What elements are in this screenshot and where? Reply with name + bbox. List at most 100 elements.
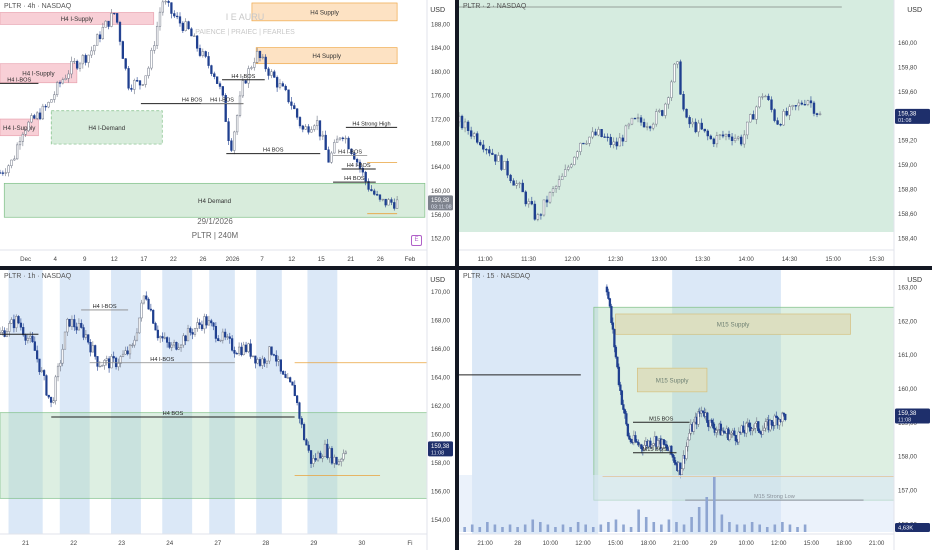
candle-body: [8, 323, 11, 332]
x-tick-label: 12:00: [771, 540, 787, 547]
candle-body: [70, 60, 73, 75]
volume-bar: [614, 519, 618, 532]
volume-bar: [728, 522, 731, 532]
candle-body: [58, 82, 62, 84]
candle-body: [47, 102, 50, 108]
candle-body: [570, 164, 573, 168]
candle-body: [36, 350, 39, 360]
candle-body: [803, 104, 807, 106]
candle-body: [178, 16, 182, 24]
candle-body: [193, 328, 197, 335]
candle-body: [742, 134, 746, 145]
candle-body: [21, 134, 25, 142]
candle-body: [181, 22, 184, 31]
candle-body: [218, 83, 222, 87]
candle-body: [709, 419, 712, 428]
chart-2m-svg[interactable]: 160,00159,80159,60159,40159,20159,00158,…: [459, 0, 932, 266]
candle-body: [609, 136, 612, 145]
candle-body: [195, 35, 199, 49]
zone-label: M15 Supply: [656, 378, 690, 385]
volume-bar: [652, 522, 656, 532]
volume-bar: [713, 477, 716, 532]
candle-body: [295, 108, 299, 118]
price-axis: [894, 0, 932, 266]
x-tick-label: 13:30: [695, 256, 711, 263]
candle-body: [509, 174, 512, 181]
x-tick-label: 26: [200, 256, 207, 263]
candle-body: [737, 431, 740, 443]
volume-bar: [561, 524, 565, 532]
volume-bar: [569, 527, 572, 532]
candle-body: [153, 45, 156, 51]
candle-body: [156, 329, 159, 339]
candle-body: [168, 342, 171, 348]
y-tick-label: 164,00: [431, 375, 450, 382]
candle-body: [15, 144, 19, 160]
candle-body: [298, 402, 301, 419]
volume-bar: [622, 524, 625, 532]
candle-body: [782, 412, 785, 415]
pane-4h[interactable]: H4 Supply H4 I-Supply H4 Supply H4 I-Supply…: [0, 0, 455, 266]
chart-4h-svg[interactable]: H4 Supply H4 I-Supply H4 Supply H4 I-Supply…: [0, 0, 455, 266]
candle-body: [809, 100, 813, 104]
candle-body: [204, 51, 207, 57]
candle-body: [233, 131, 236, 151]
candle-body: [54, 376, 57, 402]
e-badge[interactable]: E: [411, 235, 422, 246]
volume-bar: [667, 519, 671, 532]
candle-body: [691, 121, 694, 125]
candle-body: [642, 122, 646, 128]
candle-body: [752, 428, 755, 430]
zone-supply_orange: [637, 367, 708, 393]
structure-label: H4 I-BOS: [93, 304, 117, 310]
candle-body: [661, 110, 664, 116]
candle-body: [733, 138, 737, 141]
candle-body: [64, 78, 67, 80]
candle-body: [265, 360, 269, 364]
candle-body: [24, 130, 27, 135]
x-tick-label: 12:30: [608, 256, 624, 263]
candle-body: [375, 194, 379, 196]
candle-body: [716, 429, 719, 431]
candle-body: [671, 454, 674, 458]
pane-1h[interactable]: H4 I-BOS H4 I-BOS H4 BOS 170,00 168,00 166,00…: [0, 270, 455, 550]
zone-label: H4 Supply: [310, 9, 339, 16]
candle-body: [613, 329, 616, 348]
candle-body: [784, 413, 787, 421]
candle-body: [127, 68, 130, 89]
candle-body: [721, 134, 725, 137]
zone-demand_band: [593, 306, 895, 501]
candle-body: [488, 149, 491, 154]
candle-body: [656, 440, 660, 448]
candle-body: [761, 96, 764, 98]
candle-body: [144, 75, 147, 85]
candle-body: [775, 415, 778, 418]
candle-body: [463, 121, 467, 129]
candle-body: [390, 199, 393, 203]
candle-body: [682, 455, 685, 469]
candle-body: [688, 117, 691, 125]
candle-body: [244, 80, 247, 84]
candle-body: [284, 374, 287, 378]
chart-1h-svg[interactable]: H4 I-BOS H4 I-BOS H4 BOS 170,00 168,00 166,00…: [0, 270, 455, 550]
volume-bar: [750, 522, 754, 532]
candle-body: [177, 347, 180, 350]
volume-bar: [486, 522, 489, 532]
candle-body: [41, 105, 45, 120]
candle-body: [761, 430, 764, 435]
candle-body: [648, 126, 652, 129]
pane-2m[interactable]: 160,00159,80159,60159,40159,20159,00158,…: [459, 0, 932, 266]
y-tick-label: 159,00: [898, 162, 917, 169]
candle-body: [217, 338, 220, 341]
y-tick-label: 158,00: [898, 454, 917, 461]
candle-body: [539, 214, 543, 216]
volume-bar: [523, 524, 527, 532]
x-tick-label: Fi: [407, 540, 412, 547]
candle-body: [300, 418, 303, 425]
candle-body: [652, 443, 655, 446]
y-tick-label: 166,00: [431, 346, 450, 353]
candle-body: [287, 89, 290, 103]
price-label-box: [895, 408, 930, 424]
